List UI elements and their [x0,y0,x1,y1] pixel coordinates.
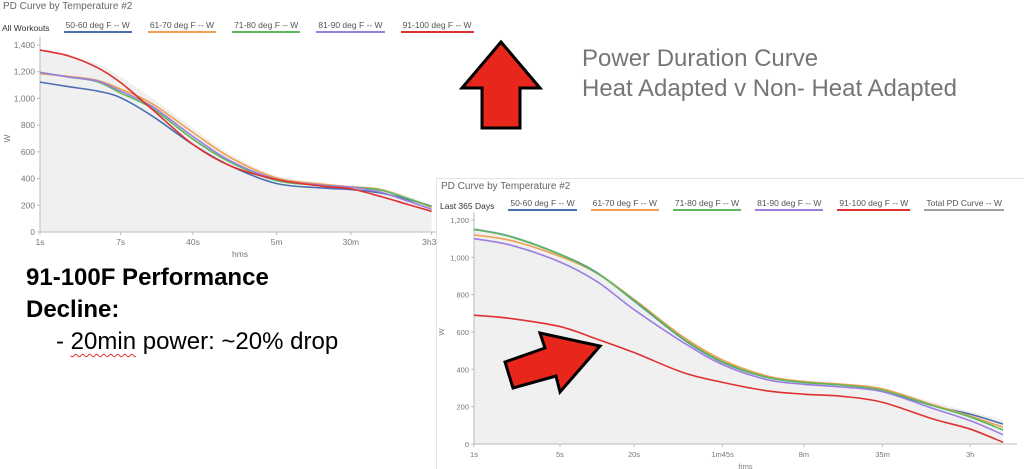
up-arrow-icon [458,39,544,130]
chart1-plot: 0 200 400 600 800 1,000 1,200 1,400 1s 7s 40s 5m 30m… [2,37,440,259]
legend-item[interactable]: 61-70 deg F -- W [590,198,659,211]
note-heading-line2: Decline: [26,296,120,323]
x-tick-label: 8m [799,450,809,459]
x-axis-label: hms [232,249,248,259]
envelope-area [40,49,432,232]
y-tick-label: 600 [21,147,35,157]
legend-item[interactable]: 71-80 deg F -- W [232,20,301,33]
chart2-title: PD Curve by Temperature #2 [441,181,571,192]
chart1-filter-label[interactable]: All Workouts [2,23,50,33]
legend-item[interactable]: 81-90 deg F -- W [316,20,385,33]
series-line-61-70[interactable] [473,234,1004,428]
y-tick-label: 200 [456,403,469,412]
y-tick-label: 1,200 [450,216,469,225]
y-tick-label: 800 [21,120,35,130]
chart2-plot: 0 200 400 600 800 1,000 1,200 1s 5s 20s 1m45s 8m 35m… [437,212,1017,469]
x-tick-label: 3h [966,450,974,459]
series-line-81-90[interactable] [39,71,432,211]
x-tick-label: 30m [343,237,360,247]
chart1-legend: All Workouts 50-60 deg F -- W 61-70 deg F… [2,20,490,33]
x-tick-label: 35m [875,450,890,459]
y-tick-label: 1,000 [14,93,36,103]
slide-title-line1: Power Duration Curve [582,45,819,72]
x-tick-label: 20s [628,450,640,459]
series-line-91-100[interactable] [473,314,1004,444]
chart2-filter-label[interactable]: Last 365 Days [440,201,495,211]
legend-item[interactable]: 50-60 deg F -- W [63,20,132,33]
chart2-panel: PD Curve by Temperature #2 Last 365 Days… [436,178,1024,469]
series-line-71-80[interactable] [473,228,1004,431]
x-axis-label: hms [738,462,752,469]
x-tick-label: 5m [271,237,283,247]
y-tick-label: 0 [465,440,469,449]
y-tick-label: 1,000 [450,253,469,262]
x-tick-label: 5s [556,450,564,459]
chart2-legend: Last 365 Days 50-60 deg F -- W 61-70 deg … [440,198,1018,211]
legend-item[interactable]: Total PD Curve -- W [924,198,1004,211]
x-tick-label: 7s [116,237,125,247]
y-tick-label: 400 [456,365,469,374]
y-tick-label: 1,400 [14,40,36,50]
y-tick-label: 1,200 [14,67,36,77]
legend-item[interactable]: 71-80 deg F -- W [672,198,742,211]
x-tick-label: 3h30 [422,237,440,247]
legend-item[interactable]: 50-60 deg F -- W [508,198,577,211]
legend-item[interactable]: 81-90 deg F -- W [755,198,824,211]
series-line-81-90[interactable] [473,237,1004,436]
x-tick-label: 1s [470,450,478,459]
legend-item[interactable]: 91-100 deg F -- W [400,20,474,33]
chart1-title: PD Curve by Temperature #2 [3,1,133,12]
x-tick-label: 1s [36,237,45,247]
y-tick-label: 600 [456,328,469,337]
legend-item[interactable]: 91-100 deg F -- W [837,198,911,211]
slide-title-line2: Heat Adapted v Non- Heat Adapted [582,75,957,102]
note-bullet: - 20min power: ~20% drop [26,326,338,358]
note-bullet-prefix: - [56,328,71,355]
y-tick-label: 200 [21,200,35,210]
right-arrow-icon [503,330,603,396]
y-tick-label: 400 [21,174,35,184]
y-axis-label: W [2,134,12,142]
slide-title: Power Duration Curve Heat Adapted v Non-… [582,44,957,104]
series-line-91-100[interactable] [39,49,432,213]
y-tick-label: 800 [456,291,469,300]
note-bullet-rest: power: ~20% drop [136,328,339,355]
x-tick-label: 1m45s [711,450,734,459]
y-axis-label: W [437,328,446,336]
performance-note: 91-100F Performance Decline: - 20min pow… [26,262,338,358]
note-heading-line1: 91-100F Performance [26,264,269,291]
x-tick-label: 40s [186,237,200,247]
legend-item[interactable]: 61-70 deg F -- W [147,20,217,33]
note-bullet-underlined: 20min [70,328,137,355]
y-tick-label: 0 [30,227,35,237]
